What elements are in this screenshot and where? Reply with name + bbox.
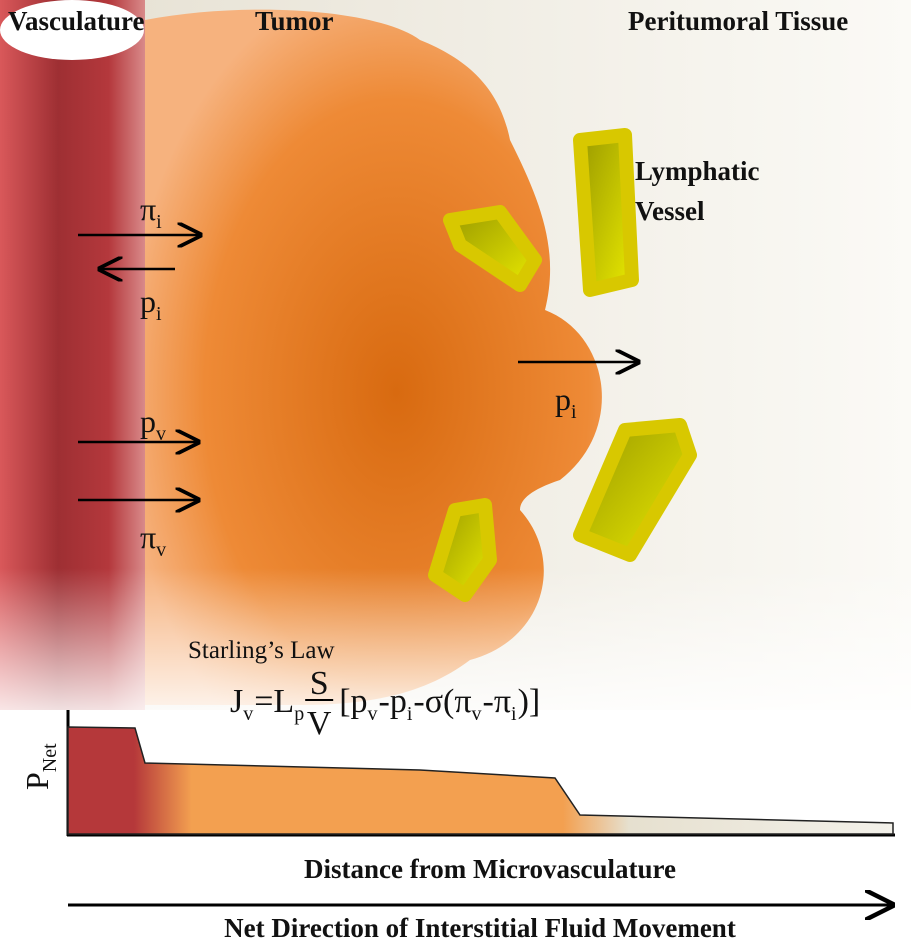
fraction-numerator: S: [310, 665, 329, 702]
arrow-label-base: p: [140, 403, 156, 439]
header: Tumor: [255, 6, 334, 36]
equation-term-subscript: i: [407, 703, 413, 725]
header: Vasculature: [8, 6, 145, 36]
y-label-text-subscript: Net: [39, 743, 61, 772]
equation-term-base: [p: [339, 683, 367, 720]
equation-term-base: )]: [518, 683, 541, 720]
arrow-label-subscript: i: [571, 401, 577, 423]
lymphatic-label: Lymphatic: [635, 156, 760, 186]
arrow-label-subscript: v: [156, 423, 166, 445]
pressure-profile: [68, 727, 893, 834]
page: {"headers": {"vasculature": "Vasculature…: [0, 0, 911, 945]
arrow-label-subscript: i: [156, 303, 162, 325]
arrow-label-subscript: v: [156, 539, 166, 561]
footer: Net Direction of Interstitial Fluid Move…: [224, 913, 736, 943]
lymphatic-label: Vessel: [635, 196, 705, 226]
equation-term-subscript: v: [243, 703, 253, 725]
law-title: Starling’s Law: [188, 637, 335, 664]
arrow-label-subscript: i: [156, 211, 162, 233]
equation-term-base: J: [230, 683, 243, 720]
equation-term-base: =L: [254, 683, 294, 720]
x-label: Distance from Microvasculature: [304, 854, 676, 884]
equation-term: -σ(πv: [413, 683, 481, 725]
equation-term-subscript: v: [472, 703, 482, 725]
arrow-label-base: p: [555, 381, 571, 417]
equation-term: )]: [518, 683, 541, 720]
equation-term-base: -p: [379, 683, 407, 720]
y-label-text: PNet: [19, 743, 61, 790]
fade: [0, 0, 911, 710]
arrow-label-base: π: [140, 519, 156, 555]
equation-term-subscript: p: [294, 703, 304, 725]
equation-term-base: -σ(π: [413, 683, 471, 720]
equation-term-base: -π: [483, 683, 512, 720]
equation-term-subscript: v: [368, 703, 378, 725]
y-label: PNet: [19, 743, 61, 790]
arrow-label-base: π: [140, 191, 156, 227]
arrow-label-base: p: [140, 283, 156, 319]
diagram: Vasculature Tumor Peritumoral Tissue Lym…: [0, 0, 911, 945]
header: Peritumoral Tissue: [628, 6, 848, 36]
y-label-text-base: P: [19, 772, 55, 790]
equation-term-subscript: i: [511, 703, 517, 725]
fraction-denominator: V: [307, 705, 332, 742]
